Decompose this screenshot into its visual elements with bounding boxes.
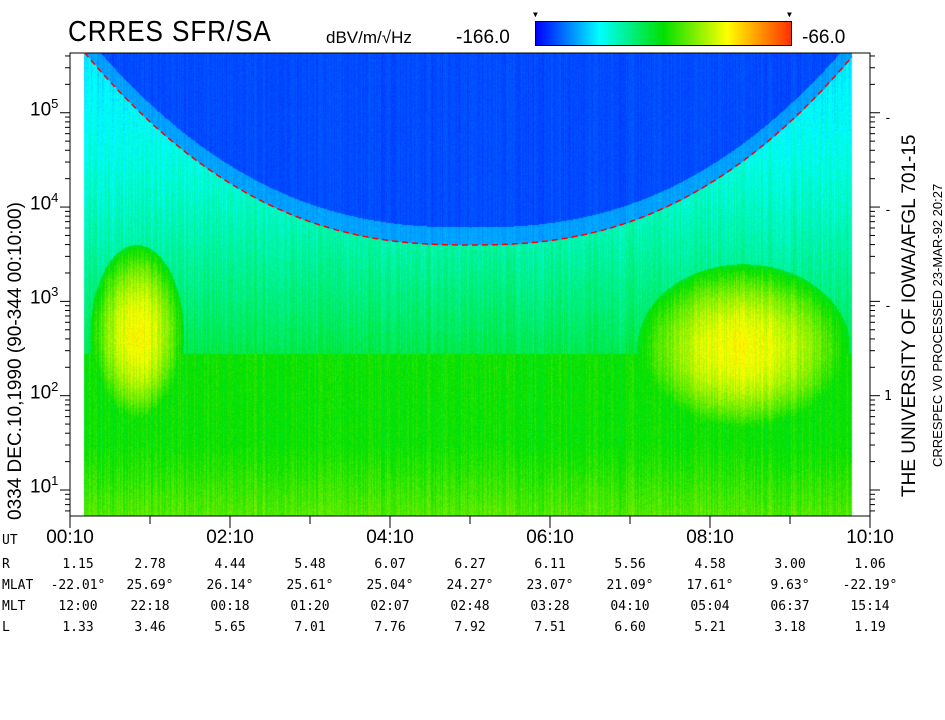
ephemeris-cell: 02:07 bbox=[370, 599, 410, 614]
right-institution-label: THE UNIVERSITY OF IOWA/AFGL 701-15 bbox=[899, 134, 920, 498]
ephemeris-cell: 6.27 bbox=[454, 557, 486, 572]
y-tick-exponent: 4 bbox=[51, 190, 59, 206]
ephemeris-cell: 26.14° bbox=[206, 578, 254, 593]
ephemeris-cell: 5.48 bbox=[294, 557, 326, 572]
ephemeris-row-label: L bbox=[2, 620, 10, 635]
y-tick-label: 102 bbox=[30, 379, 58, 404]
ephemeris-cell: -22.01° bbox=[50, 578, 106, 593]
ephemeris-cell: 06:37 bbox=[770, 599, 810, 614]
ephemeris-cell: 6.60 bbox=[614, 620, 646, 635]
ephemeris-cell: 6.07 bbox=[374, 557, 406, 572]
overlay-curve bbox=[83, 52, 853, 246]
x-tick-label: 08:10 bbox=[686, 527, 734, 548]
ephemeris-cell: 5.21 bbox=[694, 620, 726, 635]
colorbar-min-label: -166.0 bbox=[456, 27, 510, 48]
ephemeris-cell: 25.04° bbox=[366, 578, 414, 593]
x-tick-label: 04:10 bbox=[366, 527, 414, 548]
x-tick-label: 06:10 bbox=[526, 527, 574, 548]
y-tick-base: 10 bbox=[30, 476, 52, 498]
right-axis-tick-label: - bbox=[884, 111, 892, 126]
ephemeris-cell: 01:20 bbox=[290, 599, 330, 614]
ephemeris-cell: 4.58 bbox=[694, 557, 726, 572]
ut-row-label: UT bbox=[2, 533, 18, 548]
ephemeris-cell: 02:48 bbox=[450, 599, 490, 614]
y-tick-base: 10 bbox=[30, 287, 52, 309]
ephemeris-cell: 9.63° bbox=[770, 578, 810, 593]
ephemeris-cell: 04:10 bbox=[610, 599, 650, 614]
ephemeris-cell: -22.19° bbox=[842, 578, 898, 593]
colorbar-units: dBV/m/√Hz bbox=[326, 28, 412, 47]
ephemeris-cell: 3.46 bbox=[134, 620, 166, 635]
ephemeris-cell: 7.51 bbox=[534, 620, 566, 635]
x-tick-label: 10:10 bbox=[846, 527, 894, 548]
y-tick-base: 10 bbox=[30, 382, 52, 403]
ephemeris-cell: 7.92 bbox=[454, 620, 486, 635]
ephemeris-cell: 23.07° bbox=[526, 578, 574, 593]
y-tick-base: 10 bbox=[30, 99, 52, 121]
ephemeris-cell: 1.15 bbox=[62, 557, 94, 572]
ephemeris-cell: 5.65 bbox=[214, 620, 246, 635]
ephemeris-cell: 7.76 bbox=[374, 620, 406, 635]
chart-title: CRRES SFR/SA bbox=[68, 16, 272, 48]
colorbar-min-marker-icon: ▼ bbox=[533, 10, 538, 19]
y-tick-label: 105 bbox=[30, 96, 58, 121]
ephemeris-cell: 21.09° bbox=[606, 578, 654, 593]
colorbar bbox=[535, 21, 792, 46]
ephemeris-cell: 25.69° bbox=[126, 578, 174, 593]
plot-frame bbox=[69, 52, 871, 517]
ephemeris-cell: 1.33 bbox=[62, 620, 94, 635]
ephemeris-cell: 12:00 bbox=[58, 599, 98, 614]
right-processing-label: CRRESPEC V0 PROCESSED 23-MAR-92 20:27 bbox=[930, 183, 945, 467]
ephemeris-cell: 24.27° bbox=[446, 578, 494, 593]
ephemeris-cell: 25.61° bbox=[286, 578, 334, 593]
ephemeris-cell: 5.56 bbox=[614, 557, 646, 572]
ephemeris-cell: 7.01 bbox=[294, 620, 326, 635]
ephemeris-cell: 15:14 bbox=[850, 599, 890, 614]
y-tick-base: 10 bbox=[30, 193, 52, 215]
ephemeris-cell: 22:18 bbox=[130, 599, 170, 614]
y-tick-exponent: 1 bbox=[51, 472, 59, 488]
y-tick-exponent: 5 bbox=[51, 95, 59, 111]
ephemeris-cell: 03:28 bbox=[530, 599, 570, 614]
ephemeris-cell: 2.78 bbox=[134, 557, 166, 572]
ephemeris-cell: 6.11 bbox=[534, 557, 566, 572]
x-tick-label: 02:10 bbox=[206, 527, 254, 548]
x-tick-label: 00:10 bbox=[46, 527, 94, 548]
y-tick-label: 104 bbox=[30, 190, 58, 215]
ephemeris-cell: 4.44 bbox=[214, 557, 246, 572]
colorbar-max-marker-icon: ▼ bbox=[787, 10, 792, 19]
left-orbit-date-label: 0334 DEC.10,1990 (90-344 00:10:00) bbox=[5, 202, 26, 520]
ephemeris-cell: 05:04 bbox=[690, 599, 730, 614]
colorbar-max-label: -66.0 bbox=[802, 27, 846, 48]
ephemeris-cell: 1.19 bbox=[854, 620, 886, 635]
ephemeris-row-label: R bbox=[2, 557, 10, 572]
ephemeris-cell: 17.61° bbox=[686, 578, 734, 593]
right-axis-tick-label: 1 bbox=[884, 389, 892, 404]
y-tick-exponent: 2 bbox=[51, 378, 59, 394]
y-tick-label: 101 bbox=[30, 473, 58, 498]
ephemeris-cell: 3.00 bbox=[774, 557, 806, 572]
ephemeris-row-label: MLAT bbox=[2, 578, 34, 593]
y-tick-exponent: 3 bbox=[51, 284, 59, 300]
ephemeris-cell: 00:18 bbox=[210, 599, 250, 614]
right-axis-tick-label: - bbox=[884, 299, 892, 314]
ephemeris-row-label: MLT bbox=[2, 599, 26, 614]
ephemeris-cell: 1.06 bbox=[854, 557, 886, 572]
right-axis-tick-label: - bbox=[884, 203, 892, 218]
ephemeris-cell: 3.18 bbox=[774, 620, 806, 635]
y-tick-label: 103 bbox=[30, 284, 58, 309]
